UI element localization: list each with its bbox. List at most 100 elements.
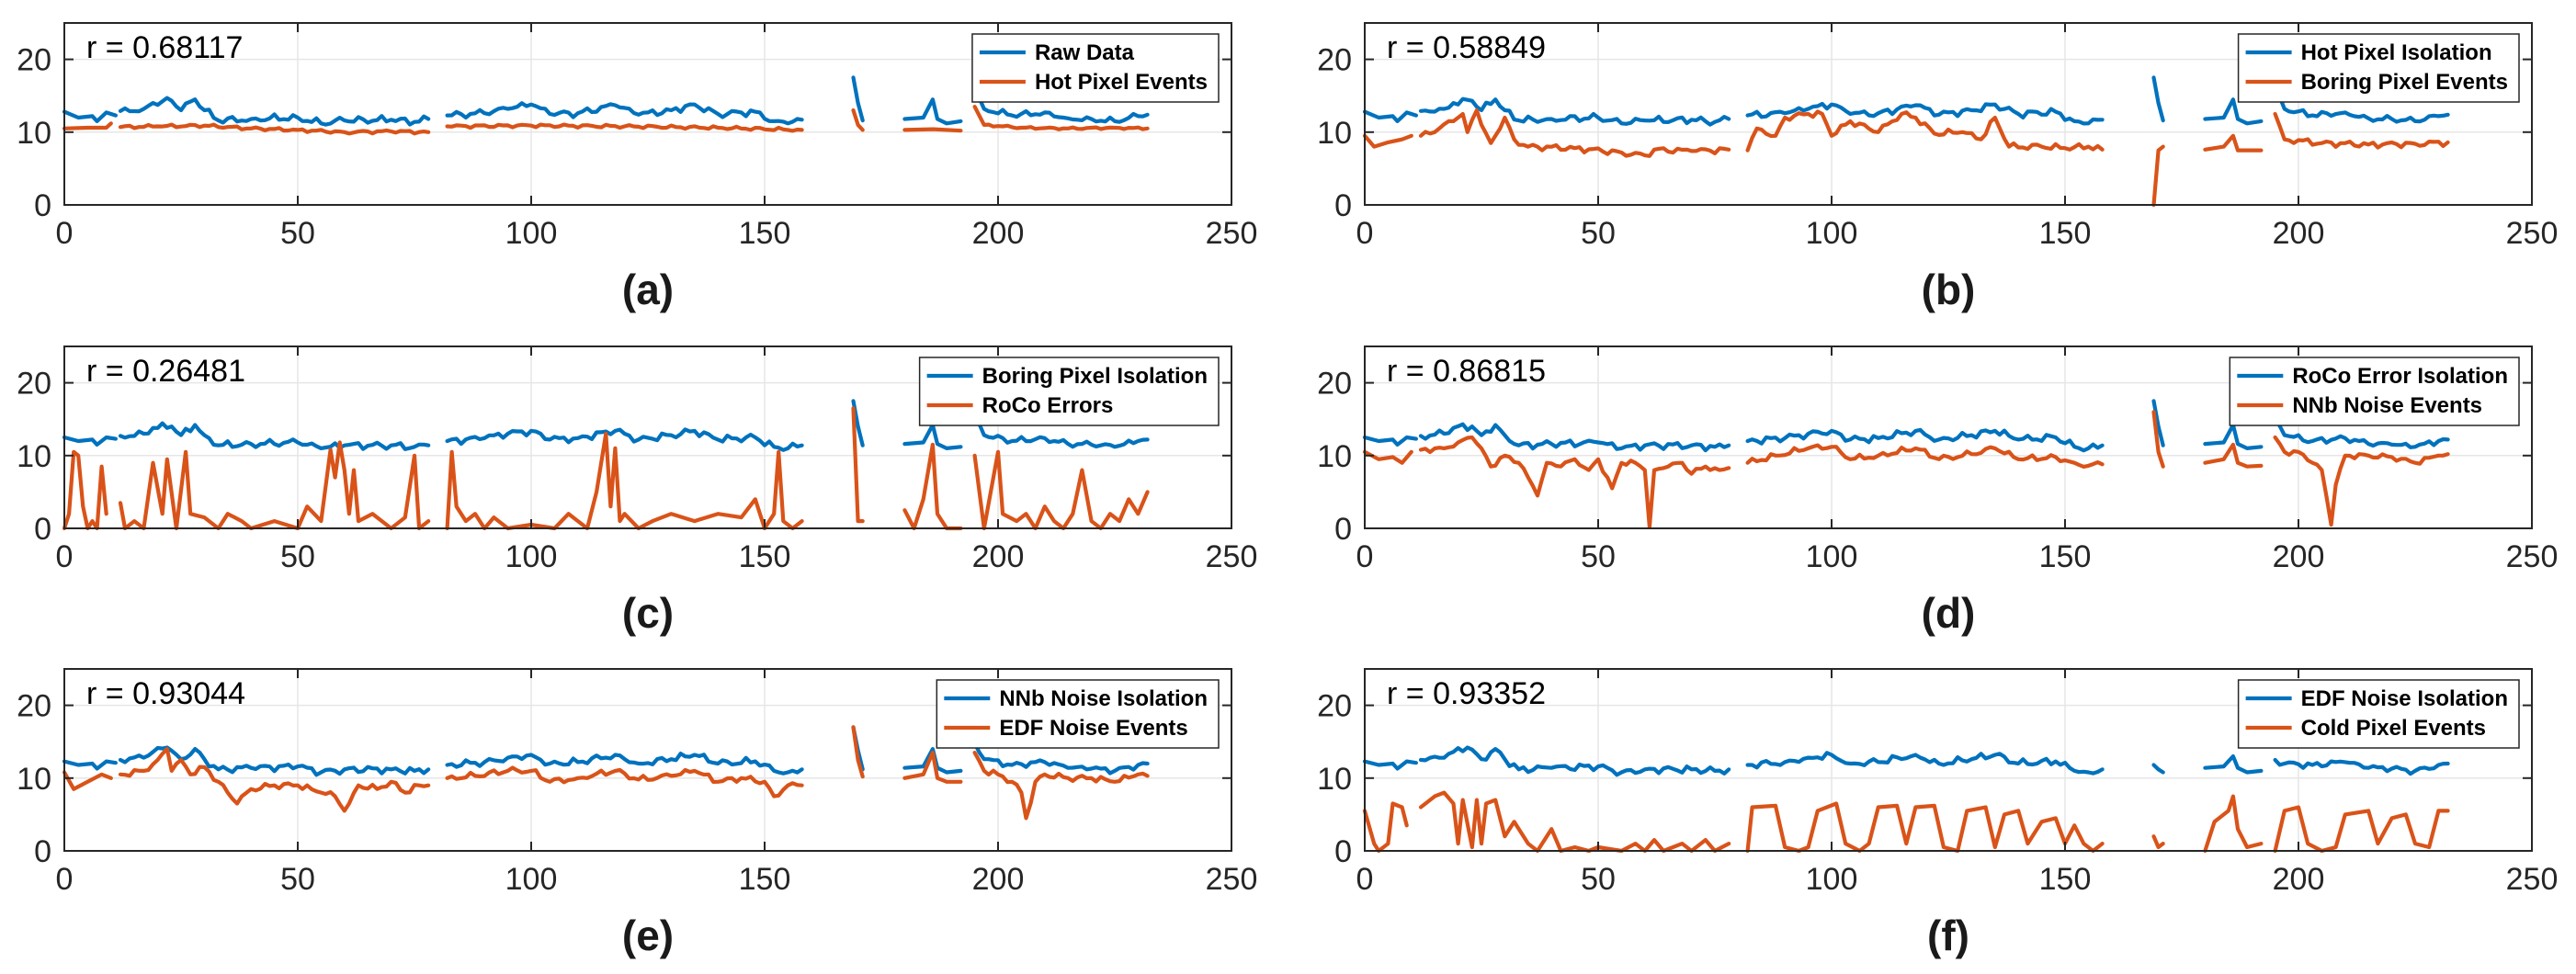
series-line bbox=[1745, 801, 2105, 854]
series-line bbox=[851, 108, 865, 132]
series-line bbox=[1362, 109, 1418, 123]
y-tick-label: 0 bbox=[1334, 188, 1352, 223]
x-tick-label: 50 bbox=[1581, 216, 1616, 251]
series-line bbox=[2203, 97, 2264, 126]
y-tick-label: 10 bbox=[1317, 762, 1352, 797]
x-tick-label: 150 bbox=[2039, 862, 2092, 897]
series-line bbox=[2151, 144, 2165, 208]
x-tick-label: 50 bbox=[280, 539, 315, 574]
y-tick-label: 0 bbox=[1334, 512, 1352, 547]
x-tick-label: 200 bbox=[2273, 216, 2325, 251]
y-tick-label: 20 bbox=[17, 689, 51, 724]
legend-label: NNb Noise Events bbox=[2292, 393, 2482, 418]
correlation-label: r = 0.58849 bbox=[1387, 30, 1546, 65]
chart-panel: 0 50 100 150 200 250 0 10 20 r = 0.58849 (b) Hot Pi… bbox=[1317, 22, 2559, 313]
series-line bbox=[2203, 442, 2264, 469]
y-tick-label: 10 bbox=[1317, 439, 1352, 474]
series-line bbox=[1745, 443, 2105, 469]
series-line bbox=[1362, 759, 1418, 771]
series-line bbox=[118, 747, 431, 813]
series-line bbox=[1745, 109, 2105, 153]
x-tick-label: 0 bbox=[1356, 539, 1374, 574]
series-line bbox=[1418, 422, 1731, 453]
correlation-label: r = 0.93352 bbox=[1387, 676, 1546, 711]
series-line bbox=[2151, 410, 2165, 469]
correlation-label: r = 0.26481 bbox=[86, 354, 245, 389]
series-line bbox=[902, 127, 963, 133]
correlation-label: r = 0.93044 bbox=[86, 676, 245, 711]
x-tick-label: 200 bbox=[972, 862, 1025, 897]
chart-panel: 0 50 100 150 200 250 0 10 20 r = 0.68117 (a) Raw Da… bbox=[17, 22, 1257, 313]
x-tick-label: 0 bbox=[1356, 216, 1374, 251]
series-line bbox=[62, 109, 118, 123]
x-tick-label: 150 bbox=[739, 216, 791, 251]
x-tick-label: 200 bbox=[2273, 862, 2325, 897]
legend: Hot Pixel Isolation Boring Pixel Events bbox=[2237, 33, 2520, 103]
series-line bbox=[118, 96, 431, 127]
y-tick-label: 10 bbox=[17, 762, 51, 797]
chart-panel: 0 50 100 150 200 250 0 10 20 r = 0.26481 (c) Boring… bbox=[17, 345, 1258, 637]
series-line bbox=[1418, 96, 1731, 127]
axes-frame bbox=[1364, 668, 2533, 852]
legend-label: EDF Noise Isolation bbox=[2301, 686, 2508, 711]
x-tick-label: 100 bbox=[505, 539, 558, 574]
y-tick-label: 20 bbox=[17, 43, 51, 78]
series-line bbox=[1362, 435, 1418, 447]
legend-label: Boring Pixel Isolation bbox=[982, 364, 1208, 389]
series-line bbox=[1745, 427, 2105, 453]
legend-label: Cold Pixel Events bbox=[2301, 716, 2486, 741]
legend-label: RoCo Errors bbox=[982, 393, 1114, 418]
legend: EDF Noise Isolation Cold Pixel Events bbox=[2237, 679, 2520, 749]
panel-label: (c) bbox=[622, 589, 674, 637]
x-tick-label: 100 bbox=[505, 216, 558, 251]
x-tick-label: 250 bbox=[2506, 216, 2559, 251]
series-line bbox=[445, 752, 804, 776]
chart-panel: 0 50 100 150 200 250 0 10 20 r = 0.93352 (f) EDF No… bbox=[1317, 668, 2558, 959]
correlation-label: r = 0.86815 bbox=[1387, 354, 1546, 389]
series-line bbox=[2273, 111, 2450, 150]
x-tick-label: 150 bbox=[739, 862, 791, 897]
correlation-label: r = 0.68117 bbox=[86, 30, 243, 65]
y-tick-label: 20 bbox=[1317, 689, 1352, 724]
series-line bbox=[445, 427, 804, 452]
series-line bbox=[2273, 435, 2450, 527]
series-line bbox=[62, 770, 113, 791]
panel-label: (b) bbox=[1922, 266, 1976, 313]
x-tick-label: 150 bbox=[2039, 216, 2092, 251]
series-line bbox=[62, 435, 118, 447]
series-line bbox=[62, 121, 113, 130]
panel-label: (e) bbox=[622, 912, 674, 959]
series-line bbox=[62, 449, 108, 531]
legend: Boring Pixel Isolation RoCo Errors bbox=[918, 357, 1220, 426]
y-tick-label: 0 bbox=[34, 512, 51, 547]
x-tick-label: 200 bbox=[2273, 539, 2325, 574]
y-tick-label: 0 bbox=[34, 834, 51, 869]
x-tick-label: 250 bbox=[1206, 862, 1258, 897]
x-tick-label: 100 bbox=[1806, 216, 1858, 251]
y-tick-label: 10 bbox=[17, 116, 51, 151]
series-line bbox=[2273, 757, 2450, 776]
y-tick-label: 20 bbox=[17, 367, 51, 402]
series-line bbox=[1418, 745, 1731, 777]
panel-label: (d) bbox=[1922, 589, 1976, 637]
x-tick-label: 0 bbox=[1356, 862, 1374, 897]
series-line bbox=[851, 406, 865, 524]
series-line bbox=[902, 97, 963, 126]
series-line bbox=[118, 421, 431, 451]
axes-frame bbox=[1364, 345, 2533, 529]
y-tick-label: 0 bbox=[1334, 834, 1352, 869]
legend-box bbox=[2229, 357, 2520, 426]
x-tick-label: 0 bbox=[56, 216, 74, 251]
x-tick-label: 250 bbox=[1206, 539, 1258, 574]
legend-label: Boring Pixel Events bbox=[2301, 70, 2508, 95]
series-line bbox=[445, 765, 804, 798]
series-line bbox=[2273, 90, 2450, 124]
series-line bbox=[1745, 101, 2105, 126]
legend-box bbox=[2237, 679, 2520, 749]
series-line bbox=[2203, 794, 2264, 854]
x-tick-label: 50 bbox=[280, 216, 315, 251]
x-tick-label: 150 bbox=[739, 539, 791, 574]
chart-panel: 0 50 100 150 200 250 0 10 20 r = 0.93044 (e) NNb No… bbox=[17, 668, 1258, 959]
series-line bbox=[851, 725, 865, 779]
